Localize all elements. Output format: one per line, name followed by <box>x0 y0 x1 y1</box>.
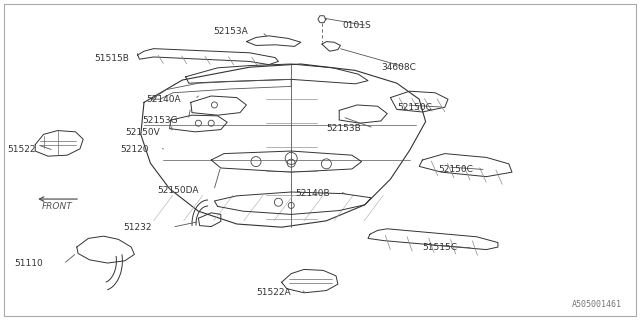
Text: 52153G: 52153G <box>142 116 178 124</box>
Text: A505001461: A505001461 <box>572 300 622 309</box>
Text: 51110: 51110 <box>15 260 44 268</box>
Text: 51515B: 51515B <box>95 54 129 63</box>
Text: 51232: 51232 <box>123 223 152 232</box>
Text: 34608C: 34608C <box>381 63 415 72</box>
Text: 51515C: 51515C <box>422 244 458 252</box>
Text: FRONT: FRONT <box>42 202 72 211</box>
Text: 0101S: 0101S <box>342 21 371 30</box>
Text: 52120: 52120 <box>120 145 149 154</box>
Text: 52150C: 52150C <box>397 103 431 112</box>
Text: 52150C: 52150C <box>438 165 473 174</box>
Text: 52140B: 52140B <box>296 189 330 198</box>
Text: 52140A: 52140A <box>146 95 180 104</box>
Text: 52150V: 52150V <box>125 128 160 137</box>
Text: 52153B: 52153B <box>326 124 361 132</box>
Text: 51522A: 51522A <box>256 288 291 297</box>
Text: 52153A: 52153A <box>213 27 248 36</box>
Text: 51522: 51522 <box>8 145 36 154</box>
Text: 52150DA: 52150DA <box>157 186 198 195</box>
